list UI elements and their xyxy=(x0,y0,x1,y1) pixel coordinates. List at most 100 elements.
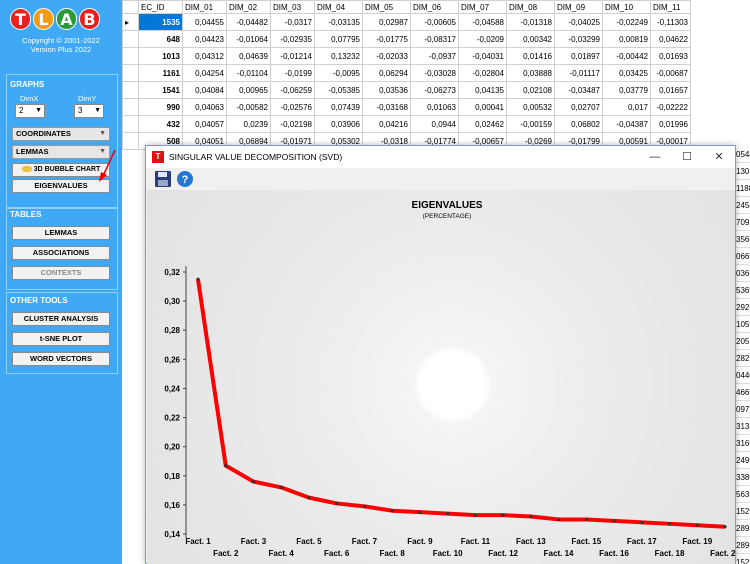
dim-value-cell[interactable]: -0,03487 xyxy=(554,81,603,99)
bubble-chart-button[interactable]: 3D BUBBLE CHART xyxy=(12,163,110,177)
dim-value-cell[interactable]: -0,04482 xyxy=(226,13,271,31)
dim-value-cell[interactable]: 0,04254 xyxy=(182,64,227,82)
column-header[interactable]: DIM_01 xyxy=(182,0,227,14)
save-icon[interactable] xyxy=(154,170,172,188)
dim-value-cell[interactable]: -0,06273 xyxy=(410,81,459,99)
contexts-button[interactable]: CONTEXTS xyxy=(12,266,110,280)
word-vectors-button[interactable]: WORD VECTORS xyxy=(12,352,110,366)
dim-value-cell[interactable]: 0,04135 xyxy=(458,81,507,99)
dimx-select[interactable]: 2 ▼ xyxy=(15,104,45,118)
column-header[interactable]: DIM_07 xyxy=(458,0,507,14)
dim-value-cell[interactable]: 0,04639 xyxy=(226,47,271,65)
dim-value-cell[interactable]: 0,04057 xyxy=(182,115,227,133)
dim-value-cell[interactable]: 0,07795 xyxy=(314,30,363,48)
dim-value-cell[interactable]: 0,0239 xyxy=(226,115,271,133)
dim-value-cell[interactable]: 0,04084 xyxy=(182,81,227,99)
dim-value-cell[interactable]: -0,02033 xyxy=(362,47,411,65)
coordinates-dropdown[interactable]: COORDINATES ▼ xyxy=(12,127,110,141)
table-row[interactable]: 1013 0,04312 0,04639 -0,01214 0,13232 -0,0203… xyxy=(122,47,691,65)
dim-value-cell[interactable]: -0,01214 xyxy=(270,47,315,65)
dim-value-cell[interactable]: -0,03135 xyxy=(314,13,363,31)
tsne-plot-button[interactable]: t-SNE PLOT xyxy=(12,332,110,346)
dim-value-cell[interactable]: 0,07439 xyxy=(314,98,363,116)
dim-value-cell[interactable]: 0,01657 xyxy=(650,81,691,99)
dim-value-cell[interactable]: 0,01416 xyxy=(506,47,555,65)
minimize-button[interactable]: — xyxy=(649,151,661,163)
dim-value-cell[interactable]: 0,04455 xyxy=(182,13,227,31)
dim-value-cell[interactable]: -0,01064 xyxy=(226,30,271,48)
dim-value-cell[interactable]: -0,03028 xyxy=(410,64,459,82)
dim-value-cell[interactable]: -0,01775 xyxy=(362,30,411,48)
associations-button[interactable]: ASSOCIATIONS xyxy=(12,246,110,260)
column-header[interactable]: DIM_09 xyxy=(554,0,603,14)
column-header[interactable]: DIM_06 xyxy=(410,0,459,14)
dim-value-cell[interactable]: -0,04588 xyxy=(458,13,507,31)
dim-value-cell[interactable]: -0,02198 xyxy=(270,115,315,133)
ec-id-cell[interactable]: 1013 xyxy=(138,47,183,65)
dim-value-cell[interactable]: -0,11303 xyxy=(650,13,691,31)
lemmas-dropdown[interactable]: LEMMAS ▼ xyxy=(12,145,110,159)
dim-value-cell[interactable]: 0,00342 xyxy=(506,30,555,48)
dim-value-cell[interactable]: 0,03906 xyxy=(314,115,363,133)
dim-value-cell[interactable]: -0,01117 xyxy=(554,64,603,82)
dim-value-cell[interactable]: 0,00819 xyxy=(602,30,651,48)
close-button[interactable]: ✕ xyxy=(714,151,724,163)
ec-id-cell[interactable]: 432 xyxy=(138,115,183,133)
column-header[interactable]: DIM_08 xyxy=(506,0,555,14)
table-row[interactable]: ▸ 1535 0,04455 -0,04482 -0,0317 -0,03135 0,029… xyxy=(122,13,691,31)
dim-value-cell[interactable]: 0,02707 xyxy=(554,98,603,116)
dim-value-cell[interactable]: -0,02576 xyxy=(270,98,315,116)
dim-value-cell[interactable]: -0,05385 xyxy=(314,81,363,99)
maximize-button[interactable]: ☐ xyxy=(682,151,692,163)
dim-value-cell[interactable]: -0,0199 xyxy=(270,64,315,82)
dim-value-cell[interactable]: 0,06802 xyxy=(554,115,603,133)
dim-value-cell[interactable]: 0,13232 xyxy=(314,47,363,65)
column-header[interactable]: DIM_03 xyxy=(270,0,315,14)
dim-value-cell[interactable]: -0,00442 xyxy=(602,47,651,65)
dim-value-cell[interactable]: -0,00159 xyxy=(506,115,555,133)
dim-value-cell[interactable]: -0,08317 xyxy=(410,30,459,48)
dim-value-cell[interactable]: -0,02935 xyxy=(270,30,315,48)
dim-value-cell[interactable]: -0,00582 xyxy=(226,98,271,116)
dim-value-cell[interactable]: 0,01063 xyxy=(410,98,459,116)
dim-value-cell[interactable]: 0,03888 xyxy=(506,64,555,82)
dim-value-cell[interactable]: 0,04312 xyxy=(182,47,227,65)
dim-value-cell[interactable]: 0,04063 xyxy=(182,98,227,116)
dim-value-cell[interactable]: 0,03425 xyxy=(602,64,651,82)
column-header[interactable]: DIM_05 xyxy=(362,0,411,14)
dim-value-cell[interactable]: 0,03779 xyxy=(602,81,651,99)
dim-value-cell[interactable]: 0,01897 xyxy=(554,47,603,65)
dim-value-cell[interactable]: 0,00965 xyxy=(226,81,271,99)
dim-value-cell[interactable]: -0,01318 xyxy=(506,13,555,31)
column-header[interactable]: DIM_10 xyxy=(602,0,651,14)
column-header[interactable]: DIM_11 xyxy=(650,0,691,14)
dim-value-cell[interactable]: 0,01693 xyxy=(650,47,691,65)
dim-value-cell[interactable]: -0,02804 xyxy=(458,64,507,82)
ec-id-cell[interactable]: 1541 xyxy=(138,81,183,99)
dim-value-cell[interactable]: 0,04216 xyxy=(362,115,411,133)
table-row[interactable]: 990 0,04063 -0,00582 -0,02576 0,07439 -0,0316… xyxy=(122,98,691,116)
dim-value-cell[interactable]: -0,01104 xyxy=(226,64,271,82)
dim-value-cell[interactable]: 0,02987 xyxy=(362,13,411,31)
dim-value-cell[interactable]: -0,0937 xyxy=(410,47,459,65)
dim-value-cell[interactable]: 0,01996 xyxy=(650,115,691,133)
table-row[interactable]: 648 0,04423 -0,01064 -0,02935 0,07795 -0,0177… xyxy=(122,30,691,48)
dim-value-cell[interactable]: -0,02222 xyxy=(650,98,691,116)
dim-value-cell[interactable]: -0,04387 xyxy=(602,115,651,133)
table-row[interactable]: 1541 0,04084 0,00965 -0,06259 -0,05385 0,0353… xyxy=(122,81,691,99)
help-icon[interactable]: ? xyxy=(176,170,194,188)
dim-value-cell[interactable]: 0,02108 xyxy=(506,81,555,99)
dim-value-cell[interactable]: 0,00532 xyxy=(506,98,555,116)
dim-value-cell[interactable]: 0,04622 xyxy=(650,30,691,48)
dim-value-cell[interactable]: 0,06294 xyxy=(362,64,411,82)
dim-value-cell[interactable]: -0,00605 xyxy=(410,13,459,31)
column-header[interactable]: DIM_02 xyxy=(226,0,271,14)
dim-value-cell[interactable]: -0,00687 xyxy=(650,64,691,82)
ec-id-cell[interactable]: 990 xyxy=(138,98,183,116)
dim-value-cell[interactable]: 0,04423 xyxy=(182,30,227,48)
dim-value-cell[interactable]: -0,02249 xyxy=(602,13,651,31)
cluster-analysis-button[interactable]: CLUSTER ANALYSIS xyxy=(12,312,110,326)
dim-value-cell[interactable]: -0,0095 xyxy=(314,64,363,82)
dim-value-cell[interactable]: 0,017 xyxy=(602,98,651,116)
dim-value-cell[interactable]: 0,02462 xyxy=(458,115,507,133)
